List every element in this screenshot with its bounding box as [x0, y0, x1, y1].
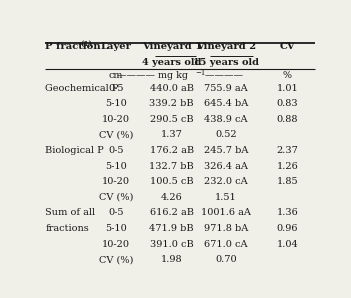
Text: 0-5: 0-5 [108, 208, 124, 218]
Text: 290.5 cB: 290.5 cB [150, 115, 193, 124]
Text: CV: CV [279, 42, 295, 51]
Text: 616.2 aB: 616.2 aB [150, 208, 194, 218]
Text: 438.9 cA: 438.9 cA [204, 115, 248, 124]
Text: 471.9 bB: 471.9 bB [150, 224, 194, 233]
Text: 1.01: 1.01 [277, 83, 298, 93]
Text: 4 years old: 4 years old [142, 58, 201, 67]
Text: %: % [283, 72, 292, 80]
Text: 2.37: 2.37 [276, 146, 298, 155]
Text: CV (%): CV (%) [99, 193, 133, 202]
Text: ————: ———— [202, 72, 243, 80]
Text: Vineyard 1: Vineyard 1 [141, 42, 202, 51]
Text: 132.7 bB: 132.7 bB [150, 162, 194, 170]
Text: (1): (1) [80, 39, 92, 47]
Text: 4.26: 4.26 [161, 193, 183, 202]
Text: 10-20: 10-20 [102, 115, 130, 124]
Text: 1.98: 1.98 [161, 255, 183, 264]
Text: 176.2 aB: 176.2 aB [150, 146, 194, 155]
Text: 0.88: 0.88 [277, 115, 298, 124]
Text: 5-10: 5-10 [105, 162, 127, 170]
Text: 0.83: 0.83 [277, 99, 298, 108]
Text: 1.04: 1.04 [277, 240, 298, 249]
Text: Biological P: Biological P [45, 146, 104, 155]
Text: 391.0 cB: 391.0 cB [150, 240, 194, 249]
Text: 0-5: 0-5 [108, 83, 124, 93]
Text: 232.0 cA: 232.0 cA [204, 177, 248, 186]
Text: 10-20: 10-20 [102, 240, 130, 249]
Text: ———— mg kg: ———— mg kg [117, 72, 188, 80]
Text: Vineyard 2: Vineyard 2 [196, 42, 256, 51]
Text: 15 years old: 15 years old [193, 58, 259, 67]
Text: 1.26: 1.26 [277, 162, 298, 170]
Text: 1.51: 1.51 [215, 193, 237, 202]
Text: Layer: Layer [100, 42, 132, 51]
Text: 10-20: 10-20 [102, 177, 130, 186]
Text: −1: −1 [195, 69, 205, 77]
Text: 1.37: 1.37 [161, 131, 183, 139]
Text: Sum of all: Sum of all [45, 208, 95, 218]
Text: Geochemical P: Geochemical P [45, 83, 119, 93]
Text: 0.96: 0.96 [277, 224, 298, 233]
Text: 5-10: 5-10 [105, 224, 127, 233]
Text: CV (%): CV (%) [99, 131, 133, 139]
Text: 645.4 bA: 645.4 bA [204, 99, 248, 108]
Text: 1001.6 aA: 1001.6 aA [201, 208, 251, 218]
Text: 971.8 bA: 971.8 bA [204, 224, 248, 233]
Text: 0.70: 0.70 [215, 255, 237, 264]
Text: 1.36: 1.36 [277, 208, 298, 218]
Text: 440.0 aB: 440.0 aB [150, 83, 194, 93]
Text: 326.4 aA: 326.4 aA [204, 162, 248, 170]
Text: 339.2 bB: 339.2 bB [150, 99, 194, 108]
Text: 0.52: 0.52 [215, 131, 237, 139]
Text: P fraction: P fraction [45, 42, 101, 51]
Text: fractions: fractions [45, 224, 89, 233]
Text: 0-5: 0-5 [108, 146, 124, 155]
Text: cm: cm [109, 72, 123, 80]
Text: 1.85: 1.85 [277, 177, 298, 186]
Text: 671.0 cA: 671.0 cA [204, 240, 248, 249]
Text: 5-10: 5-10 [105, 99, 127, 108]
Text: 100.5 cB: 100.5 cB [150, 177, 193, 186]
Text: CV (%): CV (%) [99, 255, 133, 264]
Text: 755.9 aA: 755.9 aA [204, 83, 248, 93]
Text: 245.7 bA: 245.7 bA [204, 146, 248, 155]
